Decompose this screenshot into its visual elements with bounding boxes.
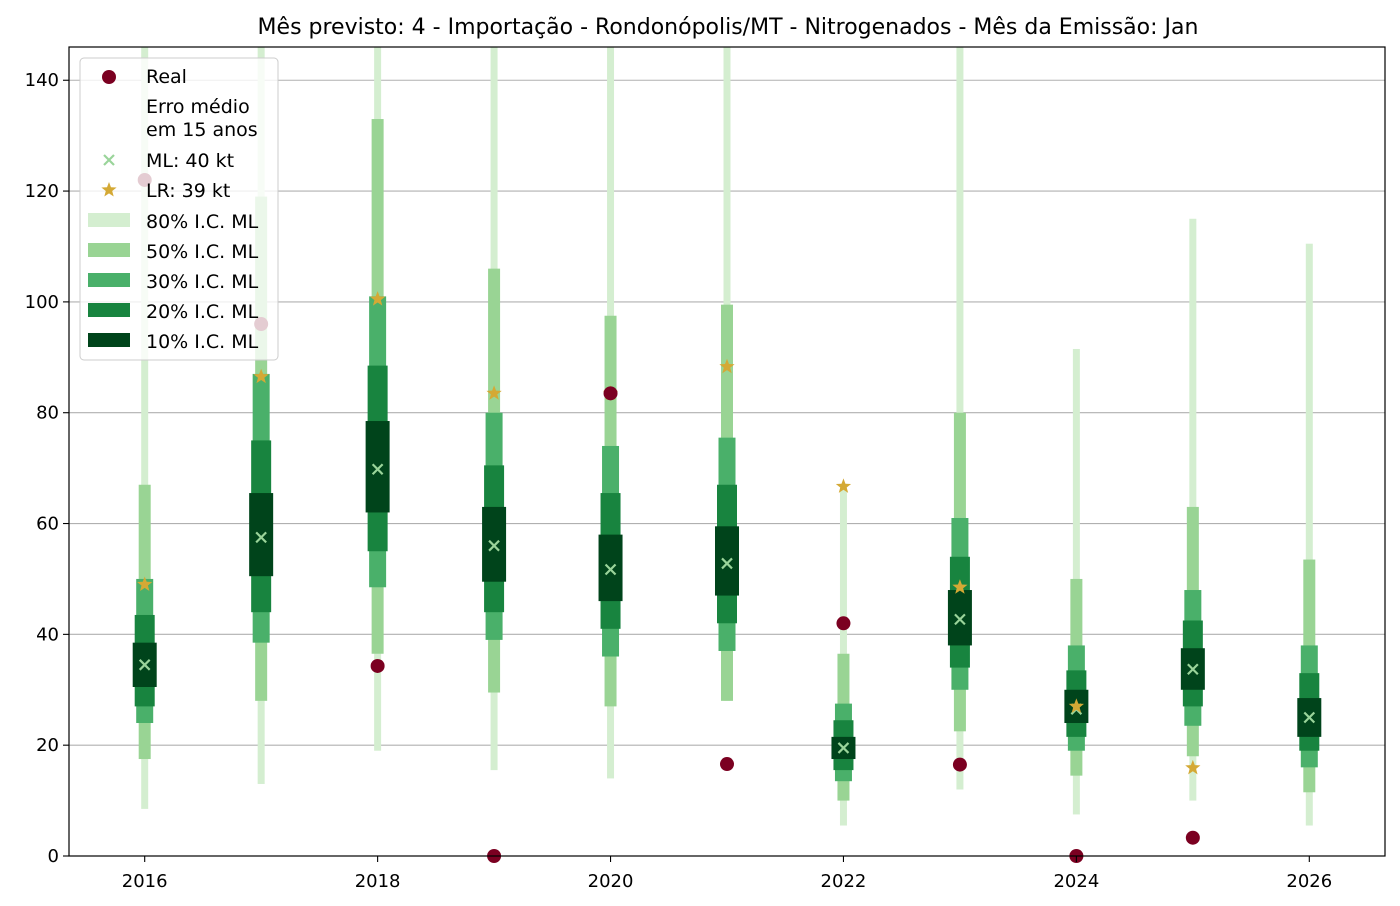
ml-point-2020	[604, 563, 617, 576]
x-tick-label-2024: 2024	[1053, 871, 1099, 892]
ci10-bar-2020	[598, 534, 623, 602]
chart-title: Mês previsto: 4 - Importação - Rondonópo…	[258, 15, 1199, 40]
interval-group-2026	[1297, 243, 1322, 826]
legend-ml-label: ML: 40 kt	[146, 150, 234, 172]
x-tick-label-2026: 2026	[1286, 871, 1332, 892]
interval-group-2025	[1180, 218, 1205, 801]
lr-point-2017	[253, 368, 269, 384]
legend-lr-label: LR: 39 kt	[146, 180, 230, 202]
y-tick-label-80: 80	[36, 403, 59, 424]
lr-point-2022	[835, 478, 852, 493]
interval-group-2018	[365, 47, 390, 751]
legend-ci20-swatch	[88, 303, 130, 317]
legend-ci80-label: 80% I.C. ML	[146, 211, 259, 233]
lr-point-2016	[137, 576, 153, 591]
legend-header-line2: em 15 anos	[146, 119, 258, 141]
ci80-bar-2016	[141, 47, 149, 809]
axes: 0 20 40 60 80 100 120 140 2016 2018 2020 2022 2024 20…	[25, 70, 1333, 892]
y-tick-label-20: 20	[36, 735, 59, 756]
legend-ci10-label: 10% I.C. ML	[146, 331, 259, 353]
real-point-2022	[836, 616, 851, 631]
legend-ci10-swatch	[88, 333, 130, 347]
y-tick-label-0: 0	[48, 846, 59, 867]
ci10-bar-2018	[365, 421, 390, 513]
legend: Real Erro médio em 15 anos ML: 40 kt LR:…	[79, 57, 279, 361]
legend-ci50-swatch	[88, 243, 130, 257]
y-tick-label-100: 100	[25, 292, 59, 313]
data-marks	[132, 47, 1322, 863]
x-tick-label-2018: 2018	[355, 871, 401, 892]
lr-point-2021	[719, 358, 735, 374]
x-tick-label-2020: 2020	[588, 871, 634, 892]
legend-header-line1: Erro médio	[146, 96, 250, 118]
real-point-2021	[720, 757, 734, 772]
plot-frame	[68, 46, 1386, 857]
ci10-bar-2023	[947, 590, 972, 646]
x-tick-label-2022: 2022	[821, 871, 867, 892]
interval-group-2022	[831, 487, 856, 826]
lr-point-2018	[370, 291, 386, 306]
ml-point-2021	[721, 557, 733, 570]
ci80-bar-2026	[1305, 243, 1313, 826]
ci10-bar-2017	[249, 493, 274, 577]
interval-group-2016	[132, 47, 157, 809]
ml-point-2017	[255, 531, 267, 544]
real-point-2020	[603, 386, 618, 401]
y-tick-label-60: 60	[36, 514, 59, 535]
interval-group-2019	[482, 47, 507, 771]
legend-ci80-swatch	[88, 213, 130, 227]
interval-group-2021	[715, 47, 739, 701]
interval-group-2023	[947, 47, 972, 790]
ml-point-2018	[371, 463, 384, 476]
y-tick-label-40: 40	[36, 624, 59, 645]
x-tick-label-2016: 2016	[122, 871, 168, 892]
ci10-bar-2021	[715, 526, 739, 596]
legend-lr-marker	[101, 182, 117, 197]
interval-group-2024	[1064, 348, 1089, 815]
real-point-2018	[370, 658, 385, 673]
ml-point-2016	[138, 659, 151, 671]
legend-real-label: Real	[146, 66, 187, 88]
legend-ci30-swatch	[88, 273, 130, 287]
ml-point-2026	[1303, 711, 1316, 724]
legend-ci20-label: 20% I.C. ML	[146, 301, 259, 323]
real-point-2023	[952, 757, 967, 772]
legend-real-marker	[102, 70, 116, 84]
legend-ml-marker	[103, 154, 115, 166]
real-point-2025	[1185, 830, 1200, 845]
legend-ci50-label: 50% I.C. ML	[146, 241, 259, 263]
ml-point-2019	[488, 539, 500, 552]
ml-point-2025	[1187, 663, 1199, 676]
lr-point-2019	[486, 385, 502, 400]
lr-point-2024	[1068, 698, 1084, 713]
y-tick-label-140: 140	[25, 70, 59, 91]
y-tick-label-120: 120	[25, 181, 59, 202]
interval-group-2020	[598, 47, 623, 779]
lr-point-2023	[952, 579, 968, 594]
ml-point-2022	[837, 742, 850, 754]
legend-ci30-label: 30% I.C. ML	[146, 271, 259, 293]
lr-point-2025	[1185, 759, 1201, 775]
ml-point-2023	[954, 613, 966, 626]
